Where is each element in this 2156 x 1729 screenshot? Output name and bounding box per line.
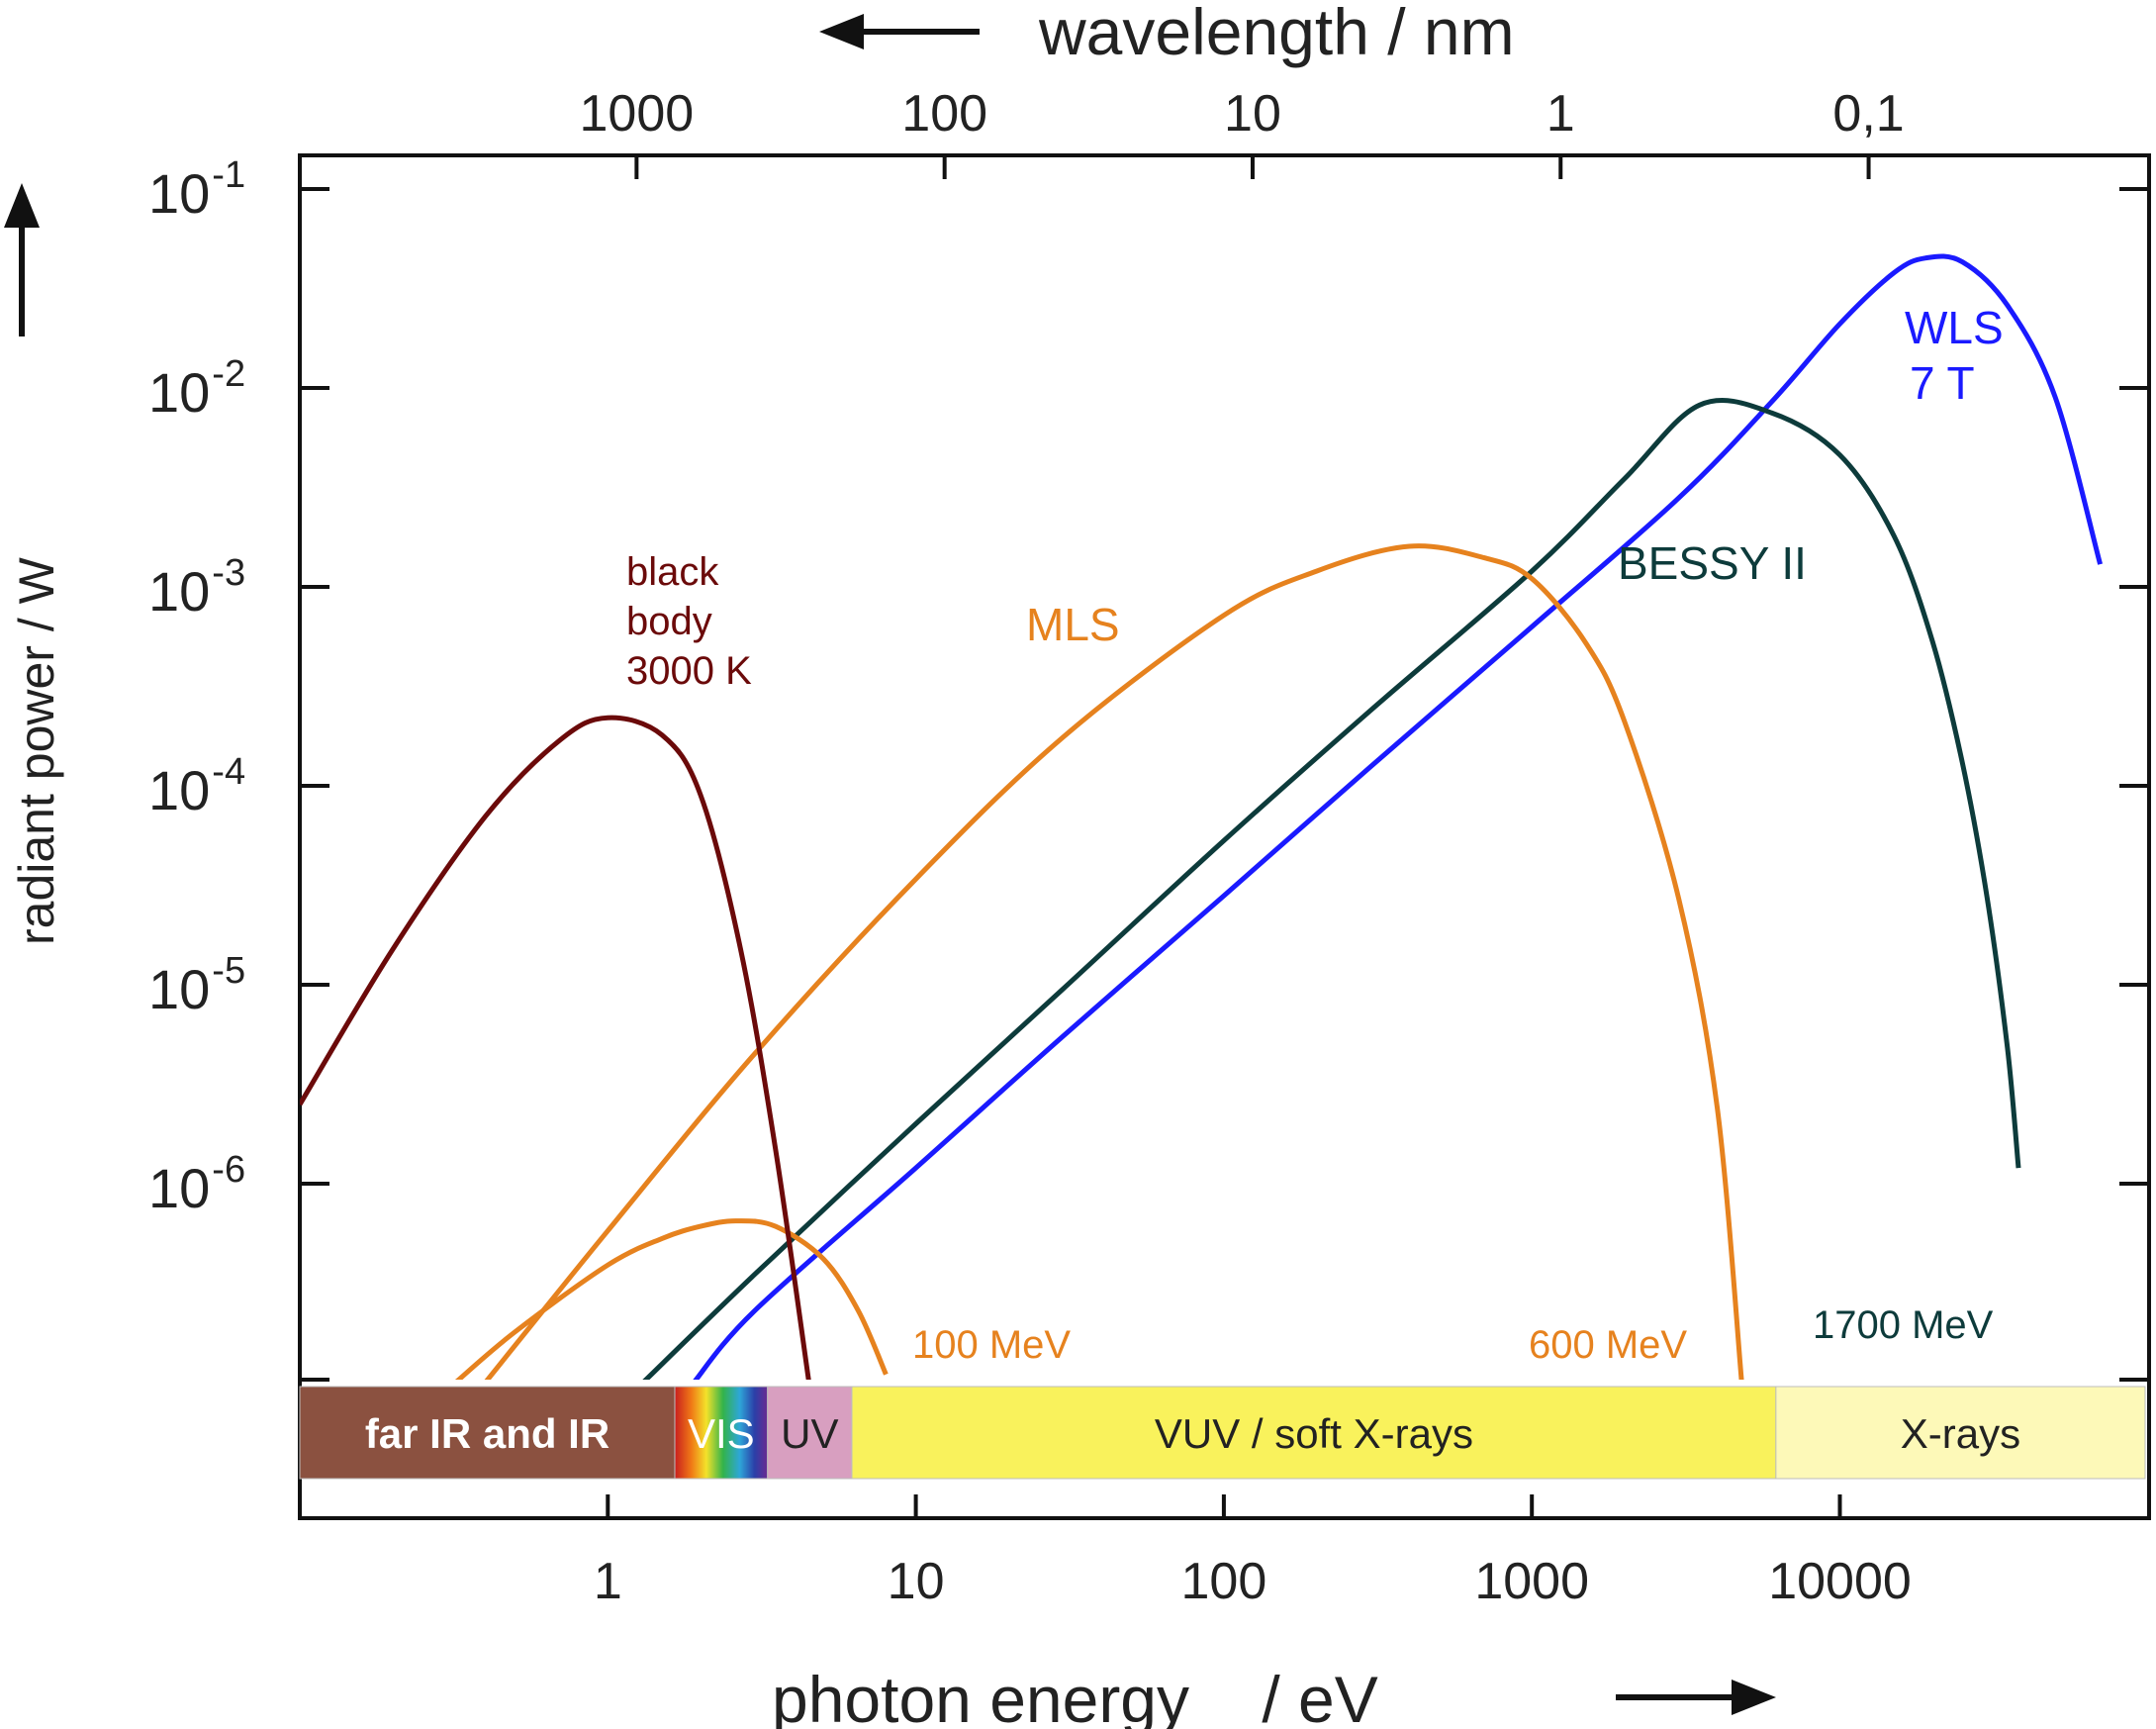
y-axis-title: radiant power / W — [9, 556, 64, 945]
label-3000k: 3000 K — [626, 649, 752, 693]
label-body: body — [626, 600, 712, 643]
y-tick-label: 10-2 — [148, 353, 245, 424]
x2-arrow-icon — [819, 14, 980, 49]
spectral-bands: far IR and IR VIS UV VUV / soft X-rays X-ray… — [299, 1386, 2146, 1480]
series-line-2 — [484, 543, 1744, 1380]
axis-ticks — [300, 155, 2149, 1518]
label-mls: MLS — [1026, 599, 1120, 650]
series-curves — [300, 253, 2104, 1380]
band-label-2: UV — [781, 1410, 838, 1457]
band-label-0: far IR and IR — [365, 1410, 609, 1457]
x-arrow-icon — [1616, 1680, 1776, 1715]
y-tick-label: 10-5 — [148, 950, 245, 1020]
label-wls: WLS — [1905, 302, 2004, 353]
x-axis-title: photon energy / eV — [772, 1663, 1378, 1729]
series-line-3 — [454, 1218, 889, 1380]
x-tick-label: 10 — [888, 1553, 945, 1610]
band-0 — [299, 1386, 676, 1480]
series-line-1 — [642, 398, 2021, 1380]
series-line-0 — [693, 253, 2104, 1380]
band-label-1: VIS — [688, 1410, 755, 1457]
x-tick-label: 10000 — [1768, 1553, 1912, 1610]
x2-tick-label: 1000 — [580, 85, 695, 143]
y-tick-label: 10-6 — [148, 1149, 245, 1219]
label-1700mev: 1700 MeV — [1813, 1303, 1994, 1347]
band-label-3: VUV / soft X-rays — [1155, 1410, 1473, 1457]
top-tick-labels: 1000 100 10 1 0,1 — [580, 85, 1905, 143]
x-tick-label: 1 — [594, 1553, 622, 1610]
y-tick-label: 10-3 — [148, 552, 245, 623]
x-tick-labels: 1 10 100 1000 10000 — [594, 1553, 1912, 1610]
label-100mev: 100 MeV — [912, 1323, 1071, 1367]
series-line-4 — [300, 715, 811, 1380]
label-bessy: BESSY II — [1618, 537, 1807, 589]
x2-tick-label: 100 — [901, 85, 987, 143]
y-tick-label: 10-1 — [148, 154, 245, 225]
x2-tick-label: 1 — [1547, 85, 1575, 143]
x2-tick-label: 10 — [1224, 85, 1281, 143]
band-4 — [1775, 1386, 2146, 1480]
x-tick-label: 100 — [1181, 1553, 1267, 1610]
label-600mev: 600 MeV — [1529, 1323, 1687, 1367]
label-7t: 7 T — [1910, 357, 1975, 409]
y-tick-label: 10-4 — [148, 751, 245, 821]
x2-axis-title: wavelength / nm — [1038, 0, 1515, 68]
band-3 — [851, 1386, 1777, 1480]
x-tick-label: 1000 — [1474, 1553, 1589, 1610]
band-1 — [674, 1386, 769, 1480]
y-tick-labels: 10-1 10-2 10-3 10-4 10-5 10-6 — [148, 154, 245, 1219]
band-label-4: X-rays — [1901, 1410, 2020, 1457]
y-arrow-icon — [4, 183, 40, 336]
label-black: black — [626, 550, 719, 594]
x2-tick-label: 0,1 — [1832, 85, 1904, 143]
